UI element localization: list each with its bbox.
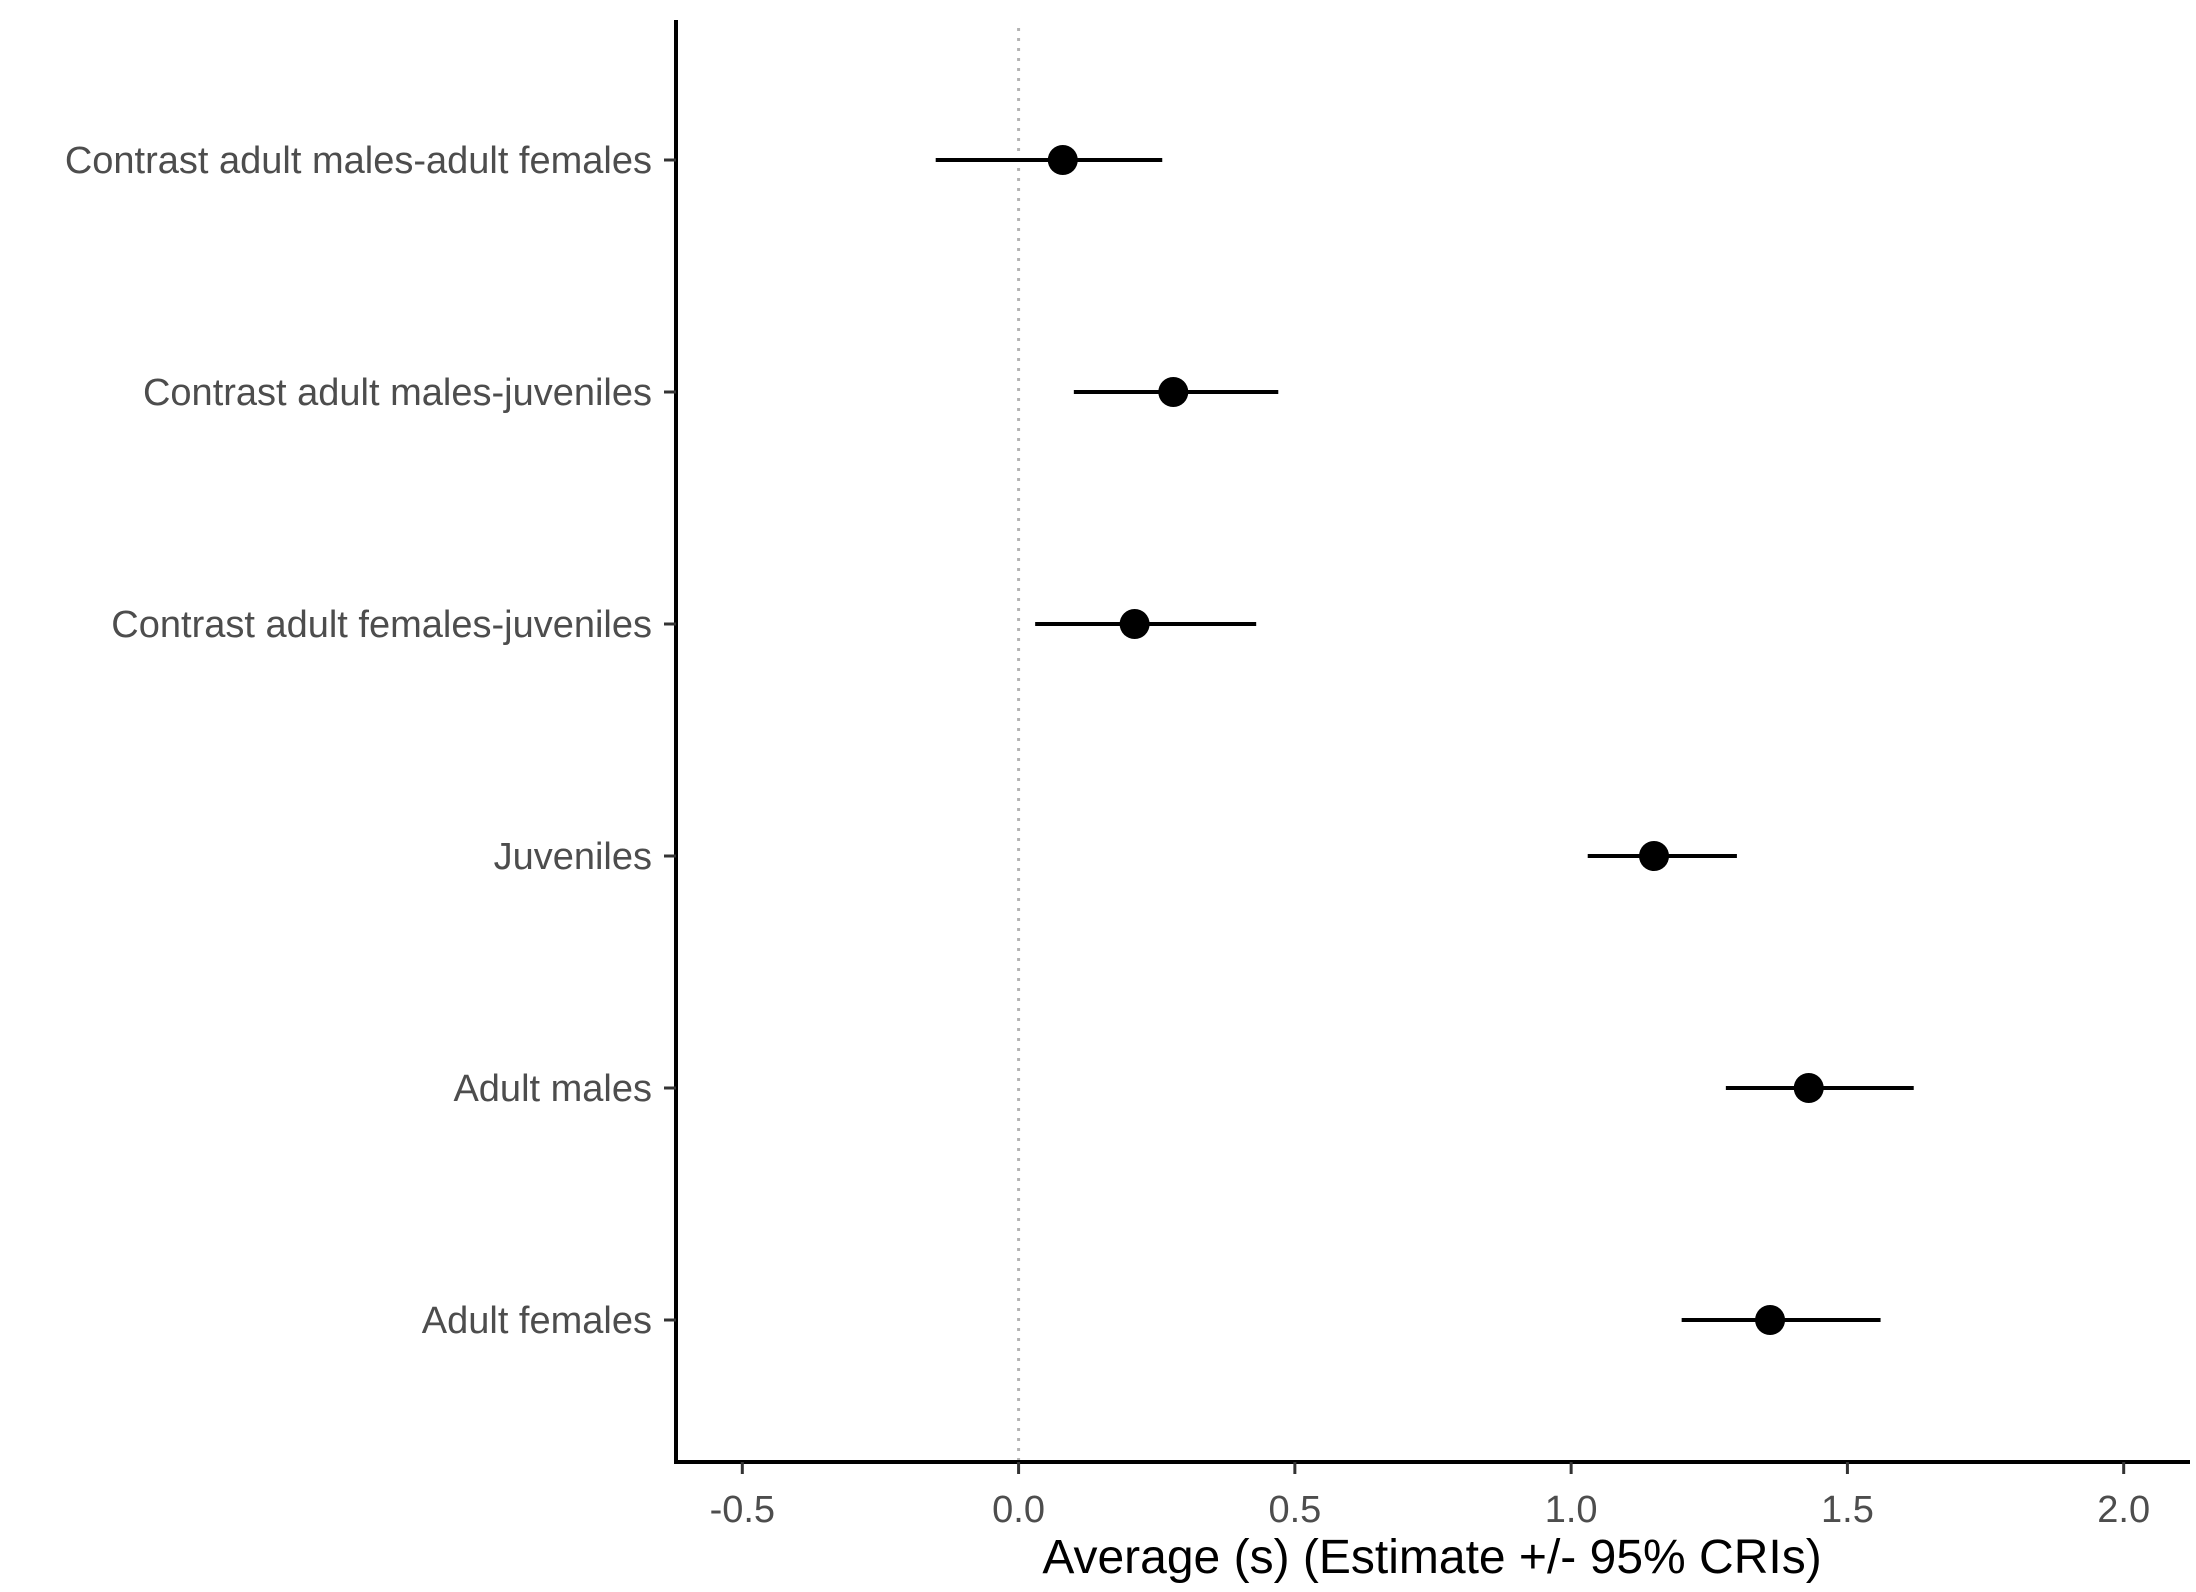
category-label: Contrast adult males-juveniles (143, 372, 652, 414)
category-label: Adult males (453, 1068, 652, 1110)
x-tick-label: 0.5 (1268, 1489, 1321, 1531)
estimate-point (1158, 377, 1189, 407)
x-tick-labels: -0.5 0.0 0.5 1.0 1.5 2.0 (710, 1489, 2151, 1531)
x-axis-title: Average (s) (Estimate +/- 95% CRIs) (1042, 1531, 1821, 1584)
category-label: Contrast adult males-adult females (65, 140, 652, 182)
x-tick-label: 2.0 (2097, 1489, 2150, 1531)
category-label: Adult females (422, 1300, 652, 1342)
category-label: Juveniles (494, 836, 652, 878)
estimate-point (1755, 1305, 1786, 1335)
estimate-point (1639, 841, 1670, 871)
x-tick-label: 1.0 (1545, 1489, 1598, 1531)
axes-layer (664, 20, 2190, 1474)
x-tick-label: 1.5 (1821, 1489, 1874, 1531)
category-labels: Contrast adult males-adult females Contra… (65, 140, 652, 1342)
estimate-point (1119, 609, 1150, 639)
estimate-marks (935, 145, 1914, 1335)
estimate-point (1793, 1073, 1824, 1103)
estimate-point (1047, 145, 1078, 175)
category-label: Contrast adult females-juveniles (111, 604, 652, 646)
x-tick-label: 0.0 (992, 1489, 1045, 1531)
x-tick-label: -0.5 (710, 1489, 775, 1531)
